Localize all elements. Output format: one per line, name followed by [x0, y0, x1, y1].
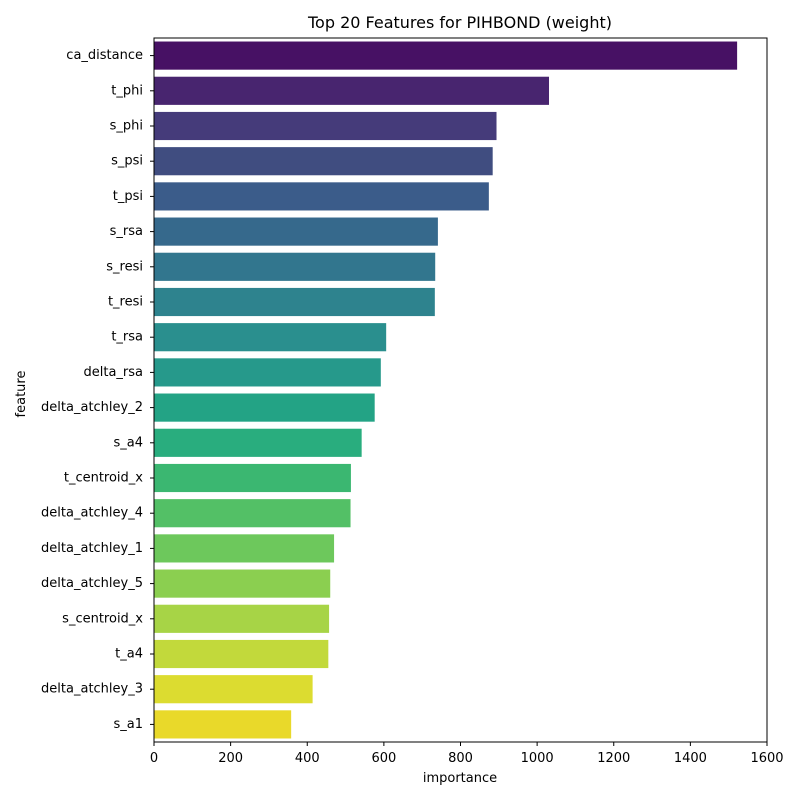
y-tick-label: s_phi: [110, 119, 143, 134]
y-axis-ticks: ca_distance t_phi s_phi s_psi t_psi s_rsa s_re…: [41, 48, 154, 732]
y-tick-label: t_rsa: [111, 330, 143, 345]
bar-delta_atchley_2: [154, 393, 375, 422]
bar-t_rsa: [154, 323, 387, 352]
bar-delta_rsa: [154, 358, 381, 387]
y-tick-label: t_centroid_x: [64, 471, 143, 486]
x-tick-label: 600: [371, 751, 396, 766]
y-tick-label: s_rsa: [110, 224, 143, 239]
y-tick-label: t_psi: [113, 189, 143, 204]
bar-s_psi: [154, 147, 493, 176]
x-tick-label: 800: [448, 751, 473, 766]
y-tick-label: s_a1: [113, 717, 143, 732]
y-tick-label: delta_atchley_1: [41, 541, 143, 556]
y-tick-label: delta_atchley_3: [41, 682, 143, 697]
bar-s_a1: [154, 710, 292, 739]
x-tick-label: 1200: [597, 751, 630, 766]
bar-t_psi: [154, 182, 489, 211]
y-tick-label: delta_atchley_4: [41, 506, 143, 521]
y-tick-label: t_resi: [108, 295, 143, 310]
x-tick-label: 200: [218, 751, 243, 766]
chart-title: Top 20 Features for PIHBOND (weight): [307, 13, 612, 32]
y-tick-label: s_a4: [113, 435, 143, 450]
y-tick-label: t_phi: [111, 83, 143, 98]
bar-delta_atchley_4: [154, 499, 351, 528]
x-tick-label: 1000: [521, 751, 554, 766]
bar-s_centroid_x: [154, 604, 330, 633]
bar-s_a4: [154, 428, 362, 457]
bar-delta_atchley_5: [154, 569, 331, 598]
x-tick-label: 0: [150, 751, 158, 766]
x-tick-label: 1600: [750, 751, 783, 766]
x-tick-label: 1400: [674, 751, 707, 766]
bar-s_resi: [154, 252, 436, 281]
x-tick-label: 400: [295, 751, 320, 766]
y-tick-label: delta_atchley_5: [41, 576, 143, 591]
bar-t_phi: [154, 76, 550, 105]
bar-s_rsa: [154, 217, 438, 246]
bar-delta_atchley_1: [154, 534, 335, 563]
bar-delta_atchley_3: [154, 675, 313, 704]
x-axis-ticks: 0 200 400 600 800 1000 1200 1400 1600: [150, 742, 784, 766]
y-tick-label: delta_rsa: [83, 365, 143, 380]
y-tick-label: ca_distance: [66, 48, 143, 63]
y-tick-label: t_a4: [115, 647, 143, 662]
y-axis-label: feature: [14, 371, 29, 418]
bar-t_a4: [154, 639, 329, 669]
y-tick-label: s_resi: [106, 259, 143, 274]
bar-ca_distance: [154, 41, 738, 70]
bar-t_centroid_x: [154, 463, 351, 493]
plot-frame: [153, 37, 768, 743]
x-axis-label: importance: [423, 771, 497, 786]
bar-t_resi: [154, 287, 435, 317]
y-tick-label: s_centroid_x: [62, 611, 143, 626]
bars-group: [154, 41, 738, 739]
y-tick-label: delta_atchley_2: [41, 400, 143, 415]
bar-s_phi: [154, 111, 497, 141]
y-tick-label: s_psi: [111, 154, 143, 169]
